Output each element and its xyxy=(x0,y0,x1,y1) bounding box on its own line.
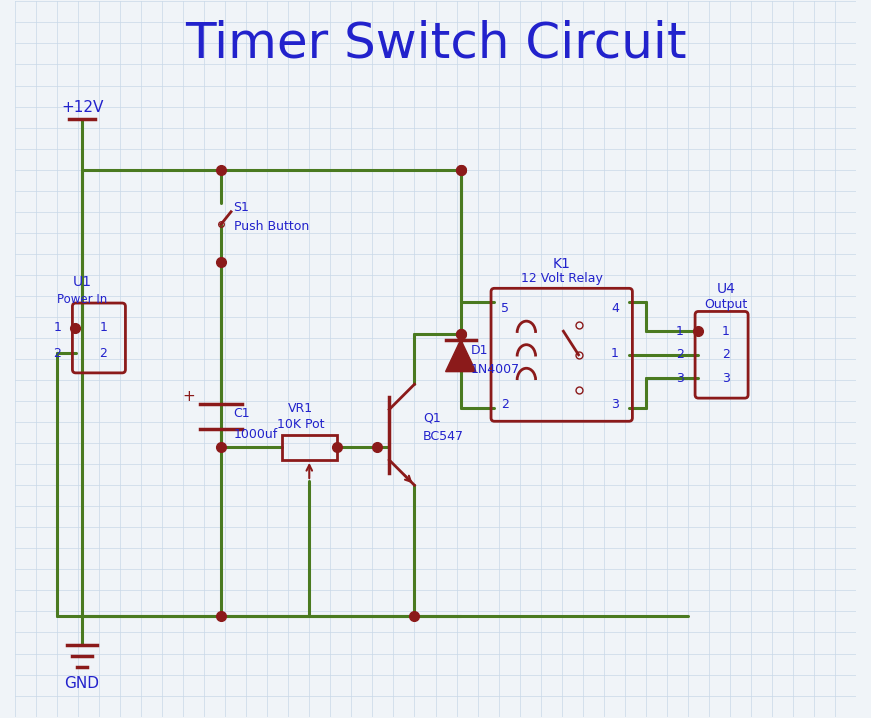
Text: U4: U4 xyxy=(716,282,735,297)
Text: Timer Switch Circuit: Timer Switch Circuit xyxy=(185,19,686,67)
Text: VR1: VR1 xyxy=(288,402,314,416)
Text: 5: 5 xyxy=(501,302,510,314)
Text: 2: 2 xyxy=(501,398,509,411)
Text: +: + xyxy=(183,389,195,404)
Text: 4: 4 xyxy=(611,302,619,314)
Text: 1: 1 xyxy=(611,347,619,360)
Text: 2: 2 xyxy=(722,348,730,361)
Text: D1: D1 xyxy=(471,344,489,357)
Text: Push Button: Push Button xyxy=(233,220,309,233)
Text: Q1: Q1 xyxy=(423,411,441,424)
Text: 12 Volt Relay: 12 Volt Relay xyxy=(521,272,603,285)
Bar xyxy=(282,434,336,460)
Text: Output: Output xyxy=(704,298,747,311)
Text: U1: U1 xyxy=(72,275,91,289)
Text: 1: 1 xyxy=(722,325,730,337)
Text: GND: GND xyxy=(64,676,99,691)
Text: 1: 1 xyxy=(676,325,684,337)
Text: Power In: Power In xyxy=(57,293,107,306)
Text: 1: 1 xyxy=(53,322,61,335)
Text: 3: 3 xyxy=(676,372,684,385)
Text: 3: 3 xyxy=(722,372,730,385)
Text: 2: 2 xyxy=(99,347,107,360)
Text: S1: S1 xyxy=(233,201,249,214)
Text: 1: 1 xyxy=(99,322,107,335)
Text: 10K Pot: 10K Pot xyxy=(277,418,325,431)
Text: K1: K1 xyxy=(553,256,571,271)
Text: BC547: BC547 xyxy=(423,430,464,443)
Text: C1: C1 xyxy=(233,407,250,420)
Polygon shape xyxy=(446,340,476,372)
Text: 1N4007: 1N4007 xyxy=(471,363,520,376)
Text: 2: 2 xyxy=(53,347,61,360)
Text: 1000uf: 1000uf xyxy=(233,428,278,442)
Text: 3: 3 xyxy=(611,398,619,411)
Text: +12V: +12V xyxy=(61,100,104,115)
Text: 2: 2 xyxy=(676,348,684,361)
